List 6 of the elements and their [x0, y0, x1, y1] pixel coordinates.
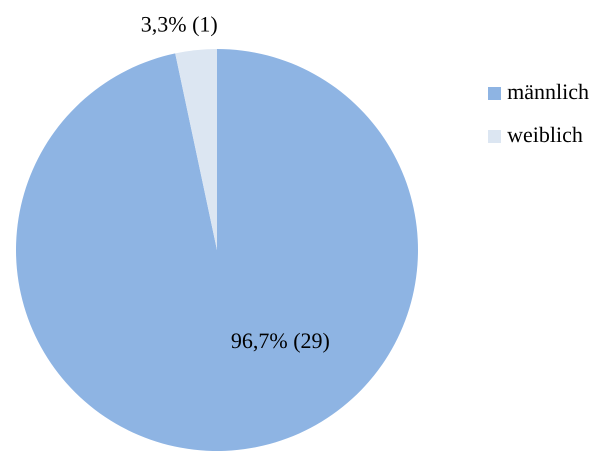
legend-label: männlich [507, 79, 589, 104]
pie-slice [175, 49, 217, 250]
legend-label: weiblich [507, 122, 583, 147]
data-label: 96,7% (29) [230, 328, 330, 354]
data-label: 3,3% (1) [140, 12, 218, 37]
pie-slice [16, 49, 418, 451]
